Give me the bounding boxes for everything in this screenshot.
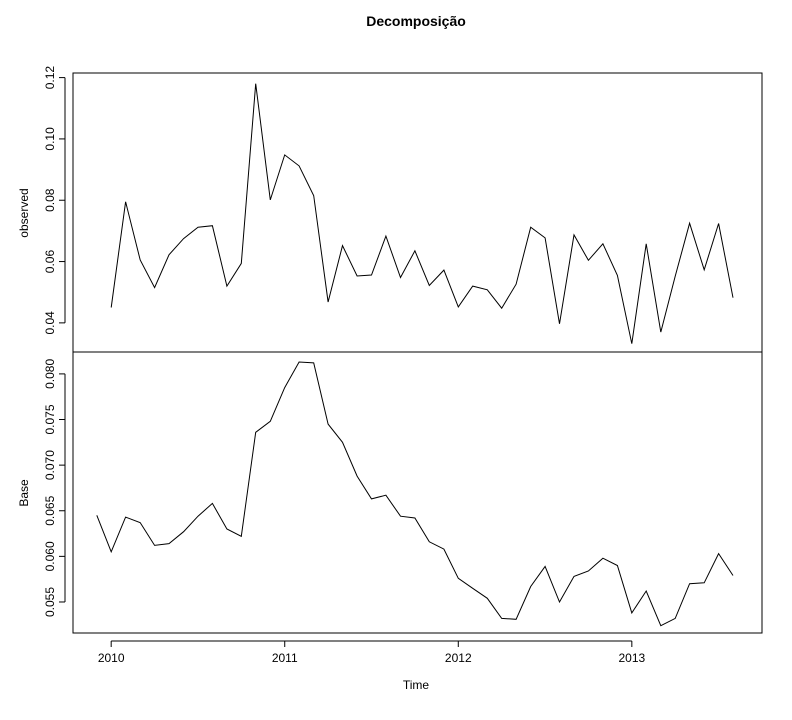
base-y-tick-label: 0.055: [43, 587, 57, 617]
observed-line: [110, 83, 734, 344]
observed-plot-frame: [72, 72, 763, 353]
x-tick-label: 2011: [272, 651, 298, 665]
chart-title: Decomposição: [366, 13, 466, 29]
base-panel: Base 0.055 0.060 0.065 0.070 0.075 0.080: [17, 351, 763, 634]
base-y-tick-label: 0.070: [43, 450, 57, 480]
base-line: [96, 361, 734, 627]
observed-y-tick-label: 0.04: [43, 311, 57, 335]
observed-series: [110, 83, 734, 344]
base-plot-frame: [72, 351, 763, 634]
observed-panel: observed 0.04 0.06 0.08 0.10 0.12: [17, 66, 763, 353]
base-y-tick-label: 0.080: [43, 359, 57, 389]
observed-y-tick-label: 0.10: [43, 127, 57, 151]
x-tick-label: 2010: [98, 651, 125, 665]
observed-y-axis-label: observed: [17, 188, 31, 237]
base-y-axis: 0.055 0.060 0.065 0.070 0.075 0.080: [43, 359, 66, 617]
x-tick-label: 2012: [445, 651, 472, 665]
observed-y-tick-label: 0.06: [43, 250, 57, 274]
base-y-tick-label: 0.065: [43, 495, 57, 525]
base-y-tick-label: 0.075: [43, 404, 57, 434]
observed-y-tick-label: 0.08: [43, 188, 57, 212]
observed-y-tick-label: 0.12: [43, 66, 57, 90]
base-y-tick-label: 0.060: [43, 541, 57, 571]
base-series: [96, 361, 734, 627]
base-y-axis-label: Base: [17, 479, 31, 507]
x-tick-label: 2013: [618, 651, 645, 665]
observed-y-axis: 0.04 0.06 0.08 0.10 0.12: [43, 66, 66, 335]
time-x-axis: 2010 2011 2012 2013: [98, 640, 646, 665]
x-axis-label: Time: [403, 678, 430, 692]
